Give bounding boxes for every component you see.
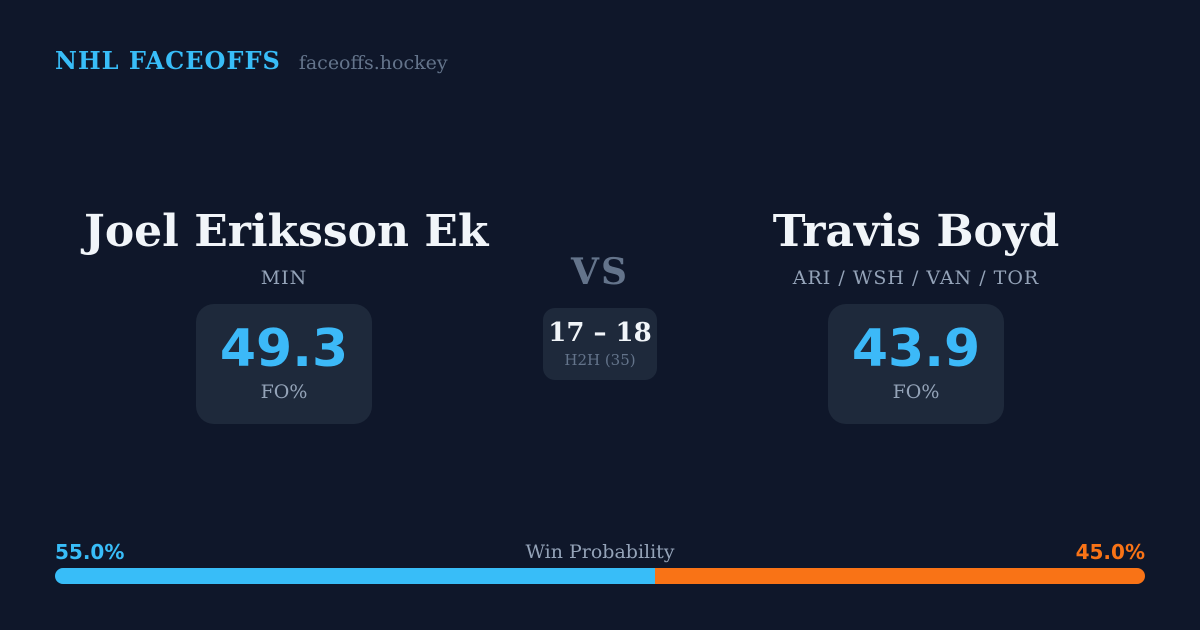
left-stat-box: 49.3 FO% <box>196 304 372 424</box>
h2h-score: 17 – 18 <box>548 318 652 348</box>
site-url: faceoffs.hockey <box>298 52 448 74</box>
left-player-teams: MIN <box>260 267 308 289</box>
right-player-name: Travis Boyd <box>772 206 1060 257</box>
win-bar-left-segment <box>55 568 655 584</box>
right-win-pct: 45.0% <box>1075 540 1145 564</box>
right-stat-label: FO% <box>892 381 940 403</box>
right-stat-box: 43.9 FO% <box>828 304 1004 424</box>
left-player-column: Joel Eriksson Ek MIN 49.3 FO% <box>84 204 489 424</box>
h2h-count-label: H2H (35) <box>564 351 636 369</box>
right-stat-value: 43.9 <box>851 319 981 379</box>
center-column: VS 17 – 18 H2H (35) <box>470 250 730 380</box>
header: NHL FACEOFFS faceoffs.hockey <box>55 46 448 75</box>
win-probability-title: Win Probability <box>525 541 675 563</box>
left-stat-label: FO% <box>260 381 308 403</box>
left-stat-value: 49.3 <box>219 319 349 379</box>
win-bar-right-segment <box>654 568 1145 584</box>
brand-title: NHL FACEOFFS <box>55 46 281 75</box>
left-win-pct: 55.0% <box>55 540 125 564</box>
win-probability-labels: 55.0% Win Probability 45.0% <box>55 540 1145 564</box>
win-probability-bar <box>55 568 1145 584</box>
left-player-name: Joel Eriksson Ek <box>84 206 489 257</box>
right-player-column: Travis Boyd ARI / WSH / VAN / TOR 43.9 F… <box>716 204 1116 424</box>
h2h-box: 17 – 18 H2H (35) <box>543 308 657 380</box>
vs-label: VS <box>571 251 629 293</box>
right-player-teams: ARI / WSH / VAN / TOR <box>792 267 1040 289</box>
